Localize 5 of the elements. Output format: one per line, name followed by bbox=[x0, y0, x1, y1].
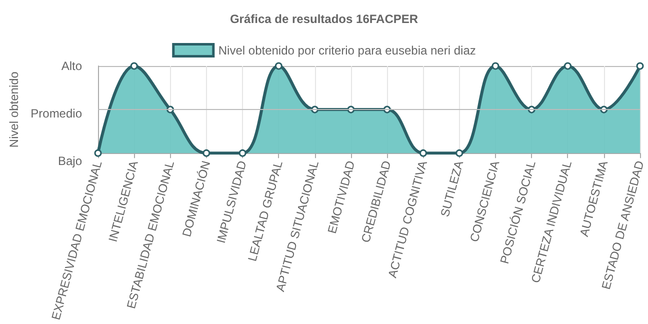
text: Promedio bbox=[30, 106, 82, 120]
chart-title: Gráfica de resultados 16FACPER bbox=[230, 12, 418, 26]
text: Alto bbox=[61, 59, 82, 73]
legend-label: Nivel obtenido por criterio para eusebia neri diaz bbox=[218, 43, 476, 58]
y-axis-title: Nivel obtenido bbox=[7, 71, 21, 148]
